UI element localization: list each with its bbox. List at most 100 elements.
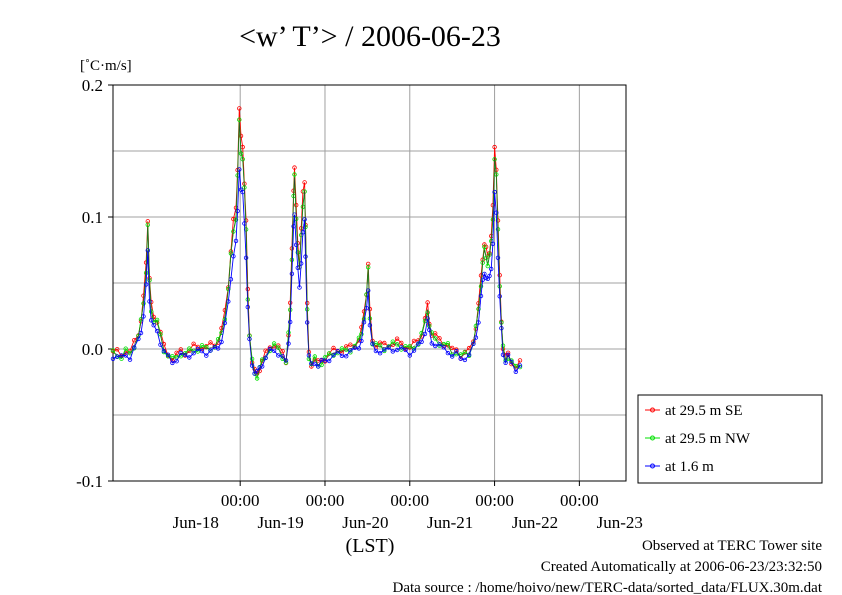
data-point (300, 230, 306, 235)
data-point (215, 346, 221, 351)
data-point (305, 320, 310, 325)
data-point (231, 254, 236, 259)
data-point (322, 358, 328, 363)
data-point (114, 347, 120, 352)
data-point (394, 347, 400, 353)
data-point (492, 189, 497, 195)
data-point (462, 357, 468, 363)
data-point (359, 338, 364, 344)
data-point (276, 353, 281, 358)
data-point (377, 351, 383, 356)
data-point (399, 345, 404, 350)
data-point (327, 351, 332, 356)
series-line (112, 119, 521, 380)
data-point (299, 261, 304, 266)
data-point (503, 360, 508, 365)
data-point (263, 348, 268, 353)
data-point (199, 348, 205, 354)
data-point (403, 347, 408, 353)
legend-label: at 29.5 m SE (665, 403, 743, 419)
data-point (377, 340, 383, 345)
data-point (339, 346, 345, 351)
data-point (182, 352, 188, 358)
data-point (219, 326, 224, 331)
y-tick-label: 0.0 (82, 340, 103, 359)
data-point (170, 360, 175, 366)
data-point (286, 341, 291, 346)
data-point (119, 353, 124, 358)
data-point (260, 357, 265, 362)
data-point (110, 348, 116, 353)
x-date-label: Jun-21 (427, 513, 473, 532)
data-point (243, 255, 249, 260)
x-date-label: Jun-19 (257, 513, 303, 532)
data-point (208, 348, 213, 353)
data-point (407, 344, 412, 349)
series-layer (110, 106, 523, 381)
data-point (445, 341, 451, 346)
data-point (450, 345, 455, 351)
data-point (425, 300, 430, 305)
data-point (348, 342, 353, 347)
data-point (361, 320, 367, 325)
data-point (208, 340, 213, 345)
data-point (419, 339, 424, 344)
x-tick-label: 00:00 (390, 491, 429, 510)
x-tick-label: 00:00 (560, 491, 599, 510)
data-point (271, 348, 277, 353)
footer-source: Data source : /home/hoivo/new/TERC-data/… (393, 580, 823, 595)
series-1 (110, 106, 523, 376)
data-point (312, 361, 317, 367)
grid-lines (113, 85, 626, 481)
data-point (136, 336, 141, 342)
data-point (143, 282, 149, 287)
data-point (364, 306, 369, 311)
data-point (237, 106, 242, 111)
data-point (416, 341, 421, 346)
data-point (254, 376, 260, 381)
plot-frame (112, 84, 627, 482)
data-point (445, 350, 451, 356)
x-date-label: Jun-20 (342, 513, 388, 532)
data-point (390, 349, 395, 354)
data-point (267, 346, 273, 352)
data-point (489, 266, 494, 272)
data-point (235, 208, 240, 214)
data-point (517, 358, 523, 363)
data-point (158, 342, 163, 347)
x-tick-label: 00:00 (306, 491, 345, 510)
data-point (427, 327, 432, 333)
data-point (292, 172, 297, 177)
data-point (312, 354, 317, 359)
data-point (344, 354, 349, 359)
data-point (242, 221, 247, 226)
data-point (174, 350, 179, 355)
data-point (215, 337, 221, 342)
data-point (356, 335, 362, 340)
data-point (237, 167, 242, 172)
series-line (112, 169, 521, 375)
data-point (288, 319, 293, 325)
x-axis-label: (LST) (346, 535, 395, 557)
data-point (191, 351, 196, 356)
data-point (495, 255, 501, 260)
footer-created: Created Automatically at 2006-06-23/23:3… (541, 559, 822, 575)
data-point (154, 328, 160, 334)
data-point (302, 180, 307, 185)
data-point (303, 254, 308, 259)
data-point (394, 336, 400, 341)
data-point (399, 340, 404, 346)
data-point (154, 317, 160, 323)
data-point (123, 346, 128, 351)
data-point (199, 343, 205, 348)
data-point (151, 323, 156, 328)
legend-label: at 1.6 m (665, 459, 714, 475)
data-point (245, 304, 250, 310)
data-point (280, 349, 285, 354)
data-point (407, 353, 412, 358)
data-point (441, 345, 446, 350)
x-date-label: Jun-18 (173, 513, 219, 532)
data-point (195, 349, 200, 354)
data-point (339, 350, 345, 355)
data-point (291, 224, 296, 229)
